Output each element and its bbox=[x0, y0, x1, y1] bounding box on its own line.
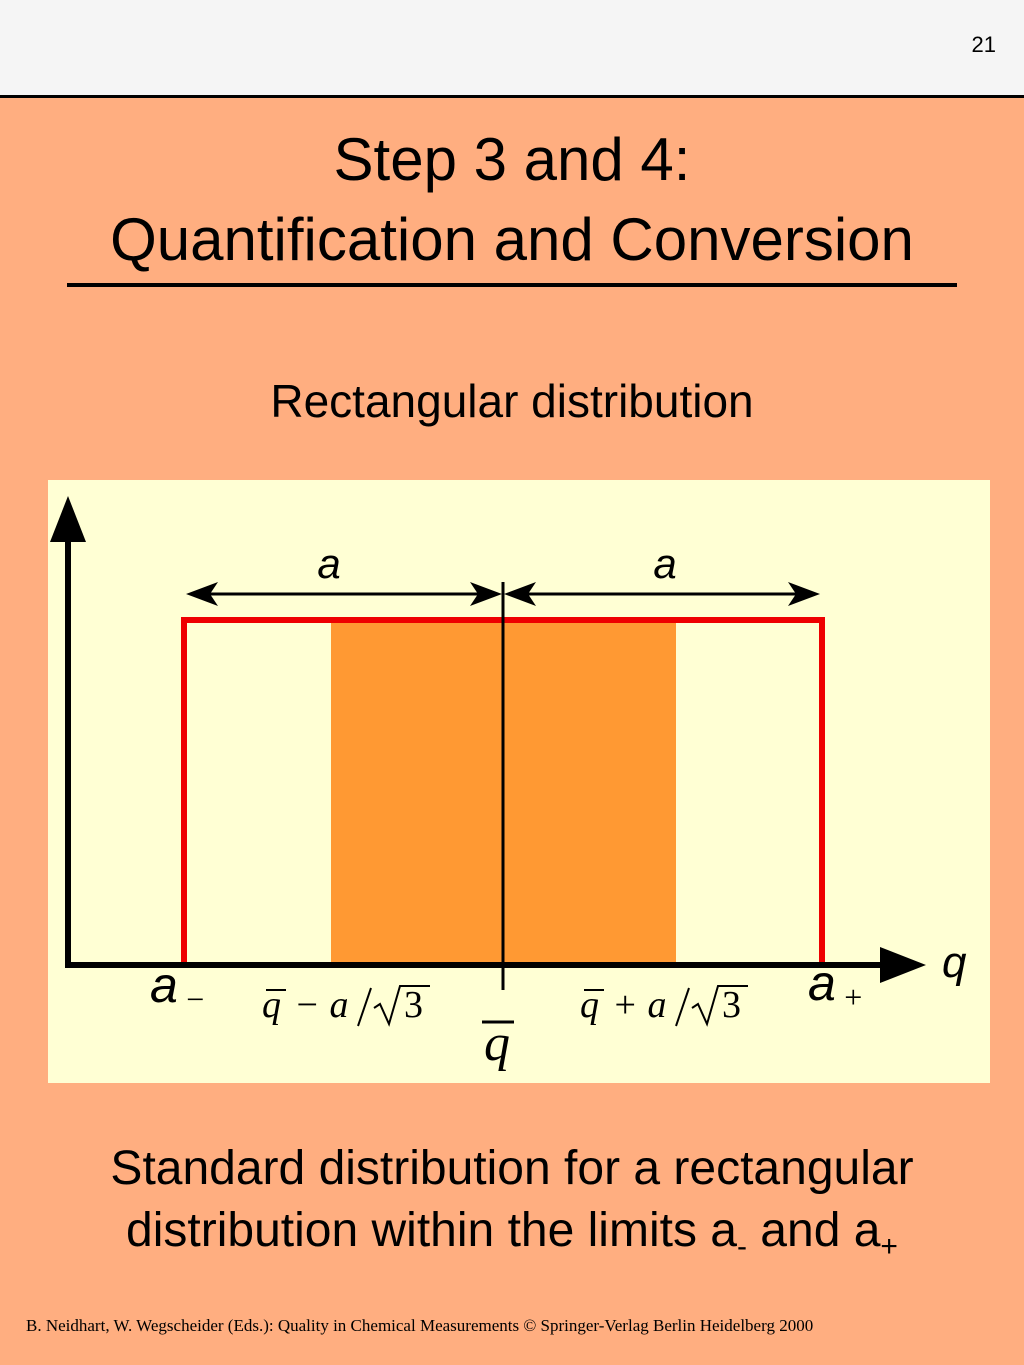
caption-line-2-prefix: distribution within the limits a bbox=[126, 1204, 737, 1257]
plus-sd-slash bbox=[675, 987, 690, 1027]
diagram-svg: q a a a − a + q − bbox=[50, 496, 967, 1072]
plus-sd-sqrt bbox=[691, 985, 748, 1027]
left-half-arrow-head-left bbox=[186, 582, 218, 606]
plus-sd-a: a bbox=[647, 984, 666, 1026]
caption-middle: and a bbox=[746, 1204, 881, 1257]
subtitle: Rectangular distribution bbox=[270, 375, 754, 427]
minus-sd-q: q bbox=[262, 984, 281, 1026]
caption-line-1: Standard distribution for a rectangular bbox=[110, 1142, 914, 1195]
svg-text:q + a: q + a bbox=[580, 984, 666, 1026]
plus-sd-n: 3 bbox=[722, 984, 741, 1026]
upper-limit-label: a + bbox=[808, 955, 862, 1015]
slide: Step 3 and 4: Quantification and Convers… bbox=[0, 95, 1024, 1365]
plus-sd-op: + bbox=[615, 984, 636, 1026]
minus-sd-n: 3 bbox=[404, 984, 423, 1026]
y-axis-arrow bbox=[50, 496, 86, 542]
caption-sub-minus: - bbox=[736, 1230, 747, 1263]
minus-sd-sqrt bbox=[373, 985, 430, 1027]
lower-limit-sub: − bbox=[186, 981, 204, 1017]
slide-title: Step 3 and 4: Quantification and Convers… bbox=[0, 120, 1024, 280]
caption-sub-plus: + bbox=[880, 1230, 898, 1263]
left-half-label: a bbox=[317, 540, 340, 587]
right-half-arrow-head-right bbox=[788, 582, 820, 606]
mean-label: q bbox=[482, 1015, 514, 1072]
right-half-label: a bbox=[653, 540, 676, 587]
x-axis-label: q bbox=[942, 938, 967, 987]
mean-symbol: q bbox=[484, 1015, 510, 1072]
minus-sd-slash bbox=[357, 987, 372, 1027]
upper-limit-symbol: a bbox=[808, 955, 836, 1011]
plus-sd-q: q bbox=[580, 984, 599, 1026]
x-axis-arrow bbox=[880, 947, 926, 983]
svg-text:q − a: q − a bbox=[262, 984, 348, 1026]
upper-limit-sub: + bbox=[844, 979, 862, 1015]
page-number: 21 bbox=[971, 32, 996, 57]
minus-sd-label: q − a 3 bbox=[262, 984, 430, 1027]
title-line-1: Step 3 and 4: bbox=[333, 126, 691, 193]
lower-limit-label: a − bbox=[150, 957, 204, 1017]
caption: Standard distribution for a rectangular … bbox=[0, 1138, 1024, 1278]
left-half-arrow-head-right bbox=[470, 582, 502, 606]
plus-sd-label: q + a 3 bbox=[580, 984, 748, 1027]
minus-sd-a: a bbox=[329, 984, 348, 1026]
distribution-diagram: q a a a − a + q − bbox=[48, 480, 990, 1083]
title-underline bbox=[67, 283, 957, 287]
caption-line-2: distribution within the limits a- and a+ bbox=[0, 1200, 1024, 1278]
right-half-arrow-head-left bbox=[504, 582, 536, 606]
footer-citation: B. Neidhart, W. Wegscheider (Eds.): Qual… bbox=[26, 1316, 814, 1335]
minus-sd-op: − bbox=[297, 984, 318, 1026]
title-line-2: Quantification and Conversion bbox=[110, 206, 914, 273]
lower-limit-symbol: a bbox=[150, 957, 178, 1013]
